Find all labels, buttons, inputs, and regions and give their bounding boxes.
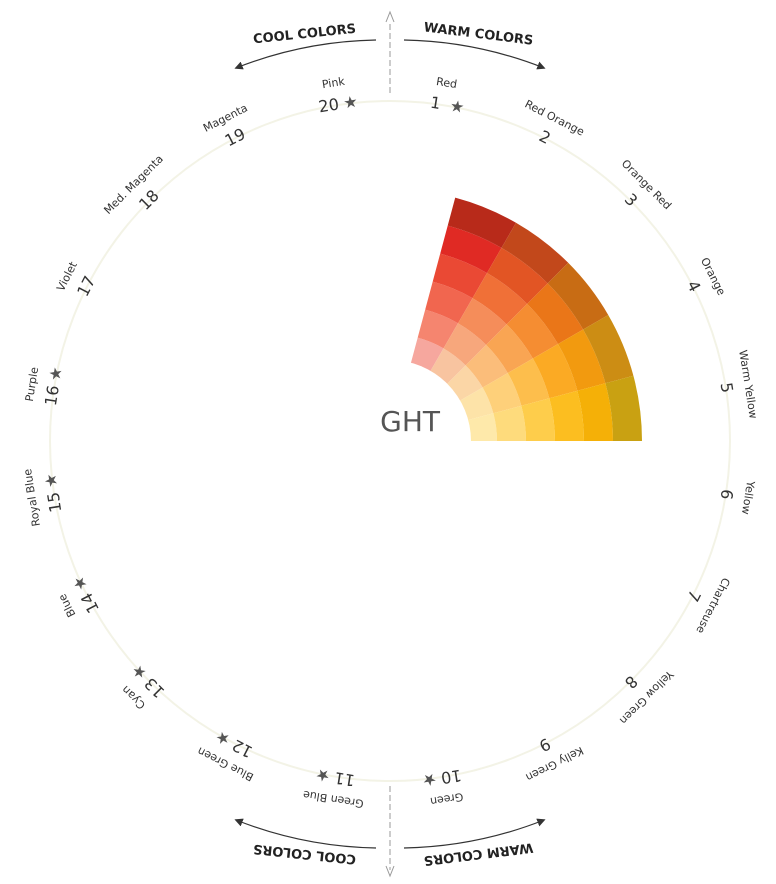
cool-colors-arrow-top [234,39,377,70]
segment-name: Green Blue [302,788,365,810]
color-swatch-wedge [410,197,642,441]
swatch-cell [547,262,609,330]
star-icon: ★ [342,92,359,113]
swatch-cell [501,222,569,284]
segment-name: Pink [321,75,346,92]
swatch-cell [558,329,606,391]
swatch-cell [583,315,634,384]
star-icon: ★ [212,727,233,750]
swatch-cell [443,323,487,366]
segment-number: 3 [621,190,642,211]
swatch-cell [577,383,613,441]
segment-number: 18 [135,186,163,214]
swatch-cell [432,253,487,299]
star-icon: ★ [421,769,438,790]
swatch-cell [458,298,507,345]
swatch-cell [549,390,584,441]
swatch-cell [440,225,502,273]
star-icon: ★ [45,365,66,382]
swatch-cell [410,337,444,374]
segment-number: 7 [683,587,705,605]
center-word: GHT [380,405,441,438]
swatch-cell [507,358,550,406]
segment-number: 11 [333,768,356,790]
segment-name: Orange [698,255,728,297]
star-icon: ★ [68,573,91,594]
segment-number: 6 [717,488,737,501]
swatch-cell [465,413,497,441]
segment-number: 14 [77,590,103,617]
segment-number: 20 [317,94,340,116]
swatch-cell [532,344,578,399]
segment-number: 13 [141,674,169,702]
swatch-cell [605,375,642,441]
segment-number: 2 [536,126,554,148]
segment-number: 10 [440,766,463,788]
swatch-cell [482,373,522,414]
swatch-cell [493,405,526,441]
segment-name: Green [429,790,464,808]
segment-name: Yellow [739,479,757,515]
warm-colors-label-top: WARM COLORS [423,20,534,48]
outer-ring [49,100,731,782]
segment-name: Red [435,75,458,91]
segment-name: Purple [23,366,41,403]
segment-number: 9 [536,734,554,756]
swatch-cell [465,344,508,388]
swatch-cell [425,281,473,324]
center-hub [390,360,471,441]
segment-number: 1 [429,93,442,113]
star-icon: ★ [41,472,62,489]
star-icon: ★ [314,765,331,786]
swatch-cell [521,398,555,441]
swatch-cell [527,283,584,344]
segment-name: Blue [56,592,79,620]
warm-colors-label-bottom: WARM COLORS [423,839,534,867]
segment-number: 15 [43,491,65,514]
swatch-cell [447,197,516,248]
star-icon: ★ [449,96,466,117]
segment-number: 19 [222,124,249,150]
segment-number: 12 [229,735,256,761]
swatch-cell [457,387,494,421]
cool-colors-label-top: COOL COLORS [252,22,356,48]
swatch-cell [472,272,528,325]
segment-number: 16 [41,384,63,407]
swatch-cell [417,309,458,349]
swatch-cell [506,303,559,359]
swatch-cell [487,247,548,304]
segment-name: Royal Blue [21,468,43,528]
divider-arrow-bottom [385,865,395,878]
warm-colors-arrow-bottom [403,818,546,849]
cool-colors-arrow-bottom [234,818,377,849]
warm-colors-arrow-top [403,39,546,70]
cool-colors-label-bottom: COOL COLORS [252,841,356,867]
segment-name: Med. Magenta [101,152,166,217]
segment-number: 4 [683,277,705,295]
segment-number: 17 [73,273,99,300]
segment-number: 5 [717,381,737,394]
segment-name: Warm Yellow [736,349,760,420]
swatch-cell [486,324,533,373]
divider-arrow-top [385,10,395,23]
segment-number: 8 [621,672,642,693]
